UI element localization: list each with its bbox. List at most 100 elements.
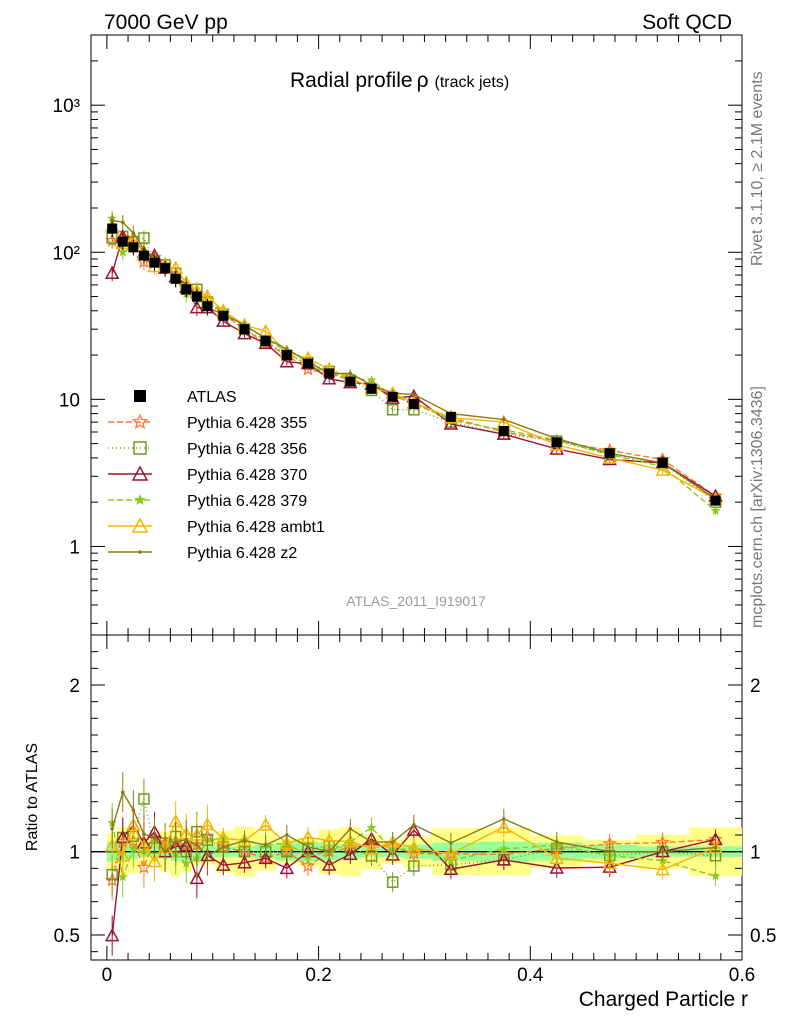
data-point (281, 350, 292, 361)
ratio-point (408, 860, 420, 872)
series-0 (107, 221, 721, 506)
legend-marker (134, 494, 146, 505)
data-point (387, 391, 398, 402)
ratio-point (279, 835, 295, 850)
data-point (120, 220, 125, 225)
ratio-point (195, 843, 199, 847)
ratio-point (163, 849, 167, 854)
legend: ATLAS Pythia 6.428 355 Pythia 6.428 356 Pyt… (108, 389, 325, 562)
ratio-point (221, 845, 226, 849)
legend-label: Pythia 6.428 356 (187, 441, 307, 458)
main-series-group (104, 211, 723, 515)
series-2 (106, 229, 722, 508)
ratio-series-group (104, 772, 723, 956)
x-tick-label: 0.4 (517, 965, 544, 986)
data-point (386, 403, 399, 416)
ratio-point (406, 822, 422, 836)
ratio-point (364, 841, 379, 855)
ratio-point (237, 855, 252, 869)
ratio-tick-label: 0.5 (750, 926, 776, 947)
ratio-point (443, 846, 459, 860)
data-point (131, 231, 136, 235)
ratio-point (369, 839, 374, 844)
data-point (443, 416, 459, 430)
ratio-point (216, 857, 231, 871)
x-axis-label: Charged Particle r (579, 988, 748, 1011)
legend-marker (133, 441, 147, 455)
ratio-point (258, 817, 273, 831)
mcplots-info: mcplots.cern.ch [arXiv:1306.3436] (749, 386, 766, 628)
data-point (366, 383, 377, 394)
data-point (138, 250, 149, 261)
legend-label: ATLAS (187, 389, 237, 406)
data-point (348, 371, 353, 376)
legend-label: Pythia 6.428 ambt1 (187, 519, 325, 536)
data-point (551, 437, 562, 448)
ratio-series-4 (107, 802, 721, 898)
x-tick-label: 0.2 (305, 965, 331, 986)
ratio-point (242, 838, 247, 843)
ratio-point (138, 793, 150, 805)
ratio-point (104, 928, 120, 942)
ratio-point (120, 790, 125, 795)
ratio-point (279, 860, 295, 875)
ratio-point (106, 868, 118, 881)
ratio-point (602, 855, 617, 870)
ratio-point (549, 860, 565, 874)
ratio-point (128, 843, 139, 853)
ratio-line (111, 790, 716, 857)
legend-marker (134, 390, 146, 402)
data-point (549, 441, 565, 455)
data-point (345, 376, 356, 387)
ratio-point (343, 833, 358, 848)
ratio-point (443, 861, 459, 875)
ratio-point (142, 832, 146, 836)
axis-ticks (91, 34, 743, 960)
chart-title-symbol: ρ (417, 69, 429, 92)
data-point (110, 218, 114, 223)
data-point (303, 358, 313, 369)
series-line (112, 235, 716, 503)
legend-label: Pythia 6.428 z2 (187, 545, 297, 562)
ratio-point (412, 822, 416, 827)
analysis-watermark: ATLAS_2011_I919017 (346, 593, 486, 609)
ratio-point (152, 836, 157, 840)
ratio-point (200, 816, 215, 831)
series-3 (104, 228, 723, 502)
ratio-point (131, 808, 136, 812)
data-point (160, 263, 171, 274)
ratio-point (126, 817, 141, 832)
legend-marker (138, 550, 142, 554)
y-tick-label: 10² (53, 243, 80, 264)
ratio-tick-label: 0.5 (54, 926, 80, 947)
y-tick-label: 10³ (53, 96, 80, 117)
ratio-point (285, 833, 289, 837)
data-point (189, 300, 205, 314)
data-point (104, 265, 120, 280)
tick-labels: 0 0.2 0.4 0.6 1 10 10² 10³ 0.5 0.5 1 1 2 2 (53, 96, 777, 986)
legend-marker (131, 465, 149, 481)
data-point (655, 462, 670, 476)
data-point (149, 257, 160, 268)
data-point (279, 354, 295, 368)
x-tick-label: 0 (102, 965, 113, 986)
legend-label: Pythia 6.428 379 (187, 493, 307, 510)
ratio-point (115, 848, 131, 862)
ratio-tick-label: 2 (750, 676, 761, 697)
data-point (181, 284, 192, 295)
ratio-point (205, 853, 210, 858)
header-right: Soft QCD (642, 11, 732, 34)
data-point (502, 417, 506, 422)
ratio-point (327, 849, 331, 854)
y-tick-label: 1 (69, 537, 80, 558)
ratio-point (710, 871, 721, 881)
ratio-point (181, 858, 191, 868)
chart-title-text: Radial profile (290, 69, 413, 92)
data-point (260, 335, 271, 346)
ratio-point (660, 849, 665, 854)
ratio-point (147, 853, 162, 868)
data-point (710, 495, 721, 506)
legend-label: Pythia 6.428 370 (187, 467, 307, 484)
data-point (202, 301, 213, 312)
